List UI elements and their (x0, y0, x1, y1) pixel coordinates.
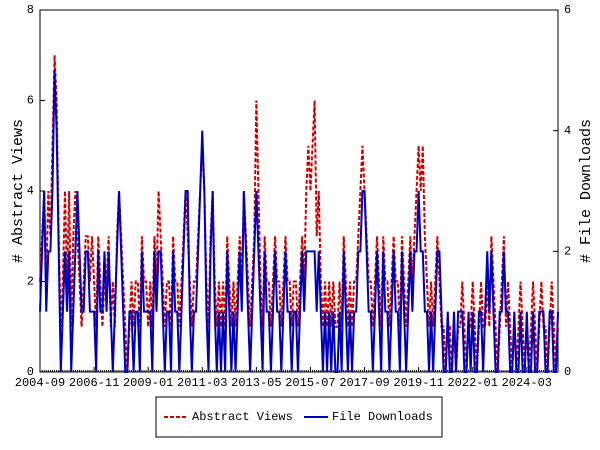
y2-axis-label: # File Downloads (578, 119, 595, 263)
y-tick-label: 0 (27, 365, 34, 379)
x-tick-label: 2004-09 (15, 376, 65, 390)
legend-label: File Downloads (332, 410, 433, 424)
x-tick-label: 2011-03 (177, 376, 227, 390)
x-tick-label: 2022-01 (447, 376, 497, 390)
legend-label: Abstract Views (192, 410, 293, 424)
x-tick-label: 2013-05 (231, 376, 281, 390)
series-line (39, 70, 559, 373)
x-tick-label: 2017-09 (339, 376, 389, 390)
series-line (39, 55, 559, 373)
y2-tick-label: 0 (564, 365, 571, 379)
legend (155, 396, 443, 438)
y-tick-label: 6 (27, 94, 34, 108)
y-axis-label: # Abstract Views (10, 119, 27, 263)
y-tick-label: 8 (27, 3, 34, 17)
y2-tick-label: 6 (564, 3, 571, 17)
x-tick-label: 2024-03 (502, 376, 552, 390)
x-tick-label: 2015-07 (285, 376, 335, 390)
x-tick-label: 2006-11 (69, 376, 119, 390)
x-tick-label: 2009-01 (123, 376, 173, 390)
x-tick-label: 2019-11 (393, 376, 443, 390)
y2-tick-label: 4 (564, 124, 571, 138)
y-tick-label: 2 (27, 275, 34, 289)
y-tick-label: 4 (27, 184, 34, 198)
y2-tick-label: 2 (564, 245, 571, 259)
